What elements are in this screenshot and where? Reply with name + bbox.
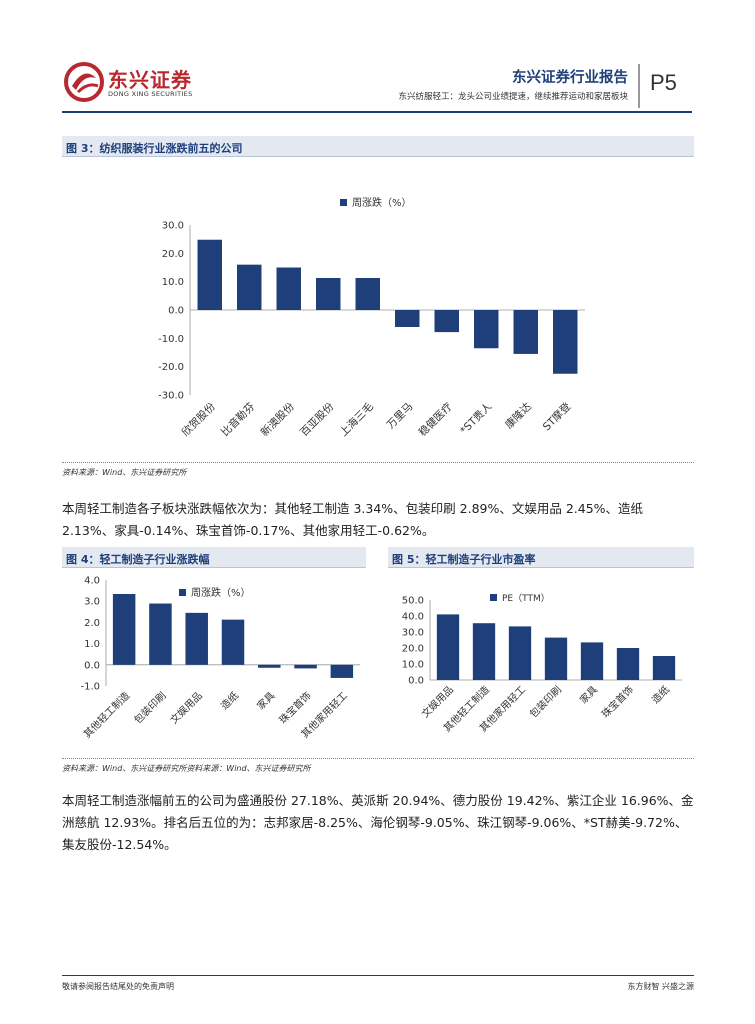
fig5-bar — [508, 626, 532, 680]
fig3-category-label: 上海三毛 — [337, 400, 376, 439]
fig4-category-label: 文娱用品 — [167, 689, 204, 726]
fig4-category-label: 其他轻工制造 — [81, 689, 133, 741]
figure5-title-bar — [388, 547, 694, 568]
fig4-category-label: 珠宝首饰 — [276, 689, 313, 726]
fig5-ytick-label: 40.0 — [402, 612, 424, 623]
fig3-ytick-label: 20.0 — [162, 249, 184, 260]
fig5-ytick-label: 50.0 — [402, 596, 424, 607]
fig5-legend-label: PE（TTM） — [502, 593, 550, 604]
fig4-bar — [149, 603, 172, 665]
paragraph-sector-performance: 本周轻工制造各子板块涨跌幅依次为：其他轻工制造 3.34%、包装印刷 2.89%… — [62, 501, 644, 538]
fig4-bar — [112, 593, 136, 665]
figure3-source: 资料来源：Wind、东兴证券研究所 — [62, 468, 187, 477]
fig4-bar — [258, 664, 281, 668]
fig3-category-label: 万里马 — [385, 401, 416, 432]
fig5-ytick-label: 10.0 — [402, 660, 424, 671]
fig4-bar — [185, 612, 208, 665]
fig4-ytick-label: 0.0 — [84, 660, 100, 671]
footer-disclaimer: 敬请参阅报告结尾处的免责声明 — [62, 982, 174, 991]
fig3-bar — [474, 310, 499, 349]
logo-subtitle: DONG XING SECURITIES — [108, 90, 193, 98]
figure5-chart: PE（TTM）50.040.030.020.010.00.0文娱用品其他轻工制造… — [402, 593, 682, 735]
fig5-bar — [544, 637, 568, 680]
fig3-ytick-label: -10.0 — [158, 334, 184, 345]
figure3-chart: 周涨跌（%） 30.0 20.0 10.0 0.0 -10.0 -20.0 -30.0欣贺股份… — [158, 196, 585, 439]
fig3-bar — [553, 310, 578, 374]
footer-rule — [62, 975, 694, 976]
fig4-legend-label: 周涨跌（%） — [191, 586, 251, 599]
fig4-ytick-label: 3.0 — [84, 597, 100, 608]
fig3-category-label: ST摩登 — [540, 400, 574, 434]
figure45-divider — [62, 758, 694, 759]
fig5-bar — [472, 623, 496, 680]
fig4-ytick-label: -1.0 — [80, 682, 100, 693]
fig5-bar — [436, 614, 460, 680]
fig5-legend-swatch — [490, 594, 497, 601]
fig3-bar — [316, 277, 341, 310]
fig3-category-label: *ST贵人 — [457, 400, 494, 437]
fig3-ytick-label: 0.0 — [168, 306, 184, 317]
fig5-bar — [580, 642, 604, 680]
figure5-title: 图 5：轻工制造子行业市盈率 — [392, 553, 536, 566]
fig3-ytick-label: 10.0 — [162, 277, 184, 288]
fig4-ytick-label: 1.0 — [84, 639, 100, 650]
fig4-category-label: 家具 — [254, 689, 277, 712]
figure3-divider — [62, 462, 694, 463]
figure4-chart: 周涨跌（%） 4.0 3.0 2.0 1.0 0.0 -1.0其他轻工制造 包装印刷 文娱用品造… — [80, 576, 360, 741]
fig3-category-label: 新澳股份 — [258, 400, 297, 439]
fig5-bar — [652, 656, 676, 680]
fig3-category-label: 稳健医疗 — [416, 400, 455, 439]
figure4-title-bar — [62, 547, 366, 568]
logo-name: 东兴证券 — [108, 68, 192, 92]
report-subtitle: 东兴纺服轻工：龙头公司业绩提速，继续推荐运动和家居板块 — [398, 92, 628, 102]
fig4-bar — [330, 664, 354, 678]
fig5-category-label: 家具 — [577, 683, 600, 706]
report-title: 东兴证券行业报告 — [512, 70, 628, 86]
fig3-bar — [276, 267, 301, 310]
fig3-category-label: 欣贺股份 — [179, 400, 218, 439]
header-divider — [638, 64, 640, 108]
figure4-title: 图 4：轻工制造子行业涨跌幅 — [66, 553, 210, 566]
fig3-bar — [395, 310, 420, 327]
fig4-legend-swatch — [179, 589, 186, 596]
fig3-bar — [434, 310, 459, 333]
fig3-category-label: 康隆达 — [502, 400, 534, 432]
fig5-category-label: 文娱用品 — [419, 683, 456, 720]
fig5-ytick-label: 0.0 — [408, 676, 424, 687]
fig3-ytick-label: 30.0 — [162, 221, 184, 232]
fig4-category-label: 造纸 — [218, 689, 241, 712]
fig5-ytick-label: 20.0 — [402, 644, 424, 655]
fig5-category-label: 造纸 — [649, 683, 672, 706]
fig3-legend-swatch — [340, 199, 347, 206]
figure3-title-bar — [62, 136, 694, 157]
fig3-bar — [355, 277, 380, 310]
paragraph-top-companies: 本周轻工制造涨幅前五的公司为盛通股份 27.18%、英派斯 20.94%、德力股… — [62, 793, 694, 852]
fig4-category-label: 包装印刷 — [131, 689, 168, 726]
fig3-bar — [513, 310, 538, 354]
fig4-ytick-label: 2.0 — [84, 618, 100, 629]
fig5-category-label: 珠宝首饰 — [599, 683, 636, 720]
figure45-source: 资料来源：Wind、东兴证券研究所资料来源：Wind、东兴证券研究所 — [62, 764, 311, 773]
page-number: P5 — [650, 70, 677, 95]
company-logo-icon — [64, 62, 104, 102]
fig3-bar — [237, 264, 262, 310]
fig5-bar — [616, 648, 640, 680]
footer-slogan: 东方财智 兴盛之源 — [627, 982, 694, 991]
fig3-category-label: 比音勒芬 — [218, 400, 257, 439]
fig3-ytick-label: -20.0 — [158, 362, 184, 373]
fig4-bar — [294, 664, 317, 669]
fig3-bar — [197, 239, 222, 310]
fig4-ytick-label: 4.0 — [84, 576, 100, 587]
figure3-title: 图 3：纺织服装行业涨跌前五的公司 — [66, 142, 243, 155]
header-rule — [62, 111, 692, 113]
fig5-category-label: 包装印刷 — [527, 683, 564, 720]
fig3-legend-label: 周涨跌（%） — [352, 196, 412, 209]
fig3-category-label: 百亚股份 — [298, 400, 337, 439]
fig3-ytick-label: -30.0 — [158, 391, 184, 402]
fig4-bar — [221, 619, 245, 665]
fig5-ytick-label: 30.0 — [402, 628, 424, 639]
